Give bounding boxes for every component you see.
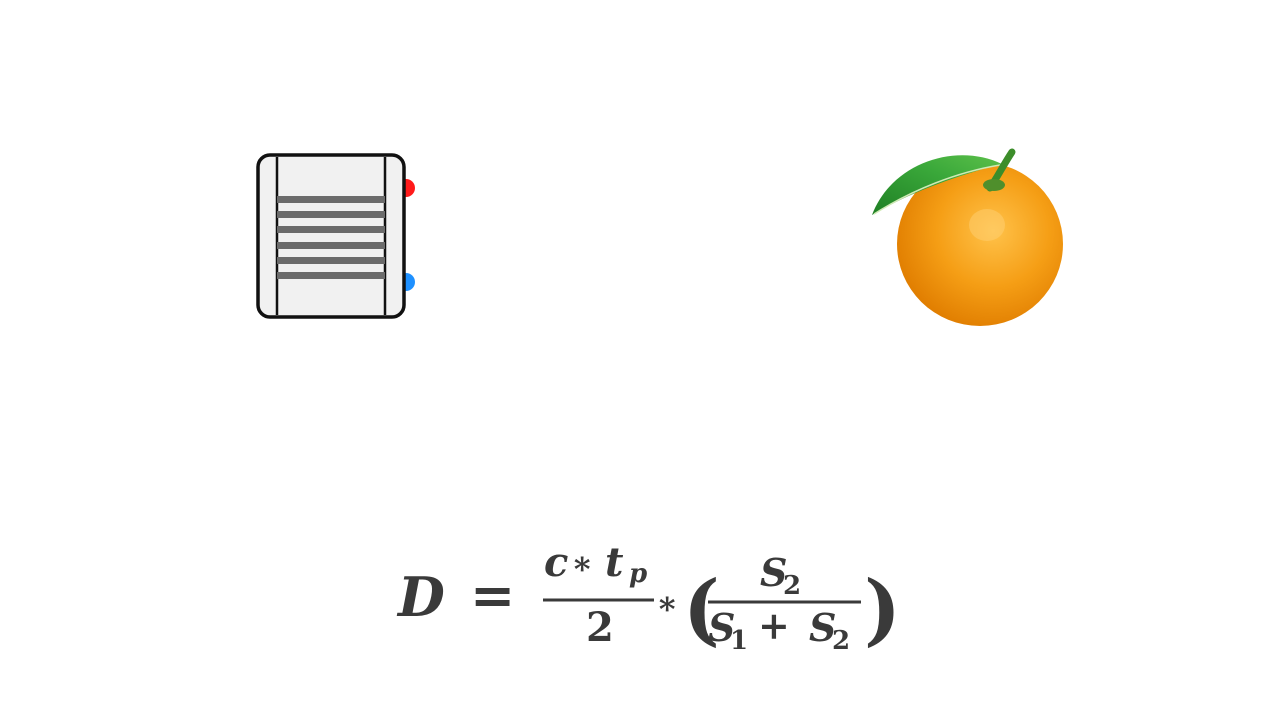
orange-body <box>897 162 1063 326</box>
numerator-t-subscript: p <box>629 559 647 589</box>
inner-numerator-sub: 2 <box>783 571 801 601</box>
sensor-grille <box>277 196 385 279</box>
stem-base <box>983 179 1005 191</box>
formula-lhs: D <box>396 565 445 629</box>
orange-leaf <box>872 155 1002 215</box>
distance-formula: D = c ∗ t p 2 ∗ ( S 2 S 1 + S 2 ) <box>396 539 900 656</box>
leaf-vein <box>873 164 1001 215</box>
orange-highlight <box>969 209 1005 241</box>
numerator-star: ∗ <box>571 544 593 582</box>
formula-equals: = <box>470 563 515 627</box>
inner-den-s2: S <box>809 605 836 650</box>
inner-den-s1: S <box>708 605 735 650</box>
inner-den-plus: + <box>758 603 790 648</box>
open-paren: ( <box>683 564 720 655</box>
sensor-body <box>256 153 406 319</box>
orange-fruit-icon <box>872 148 1063 326</box>
inner-den-s1-sub: 1 <box>730 626 748 656</box>
ultrasonic-sensor-icon <box>256 153 415 319</box>
close-paren: ) <box>864 564 900 655</box>
denominator-two: 2 <box>586 604 614 651</box>
numerator-c: c <box>544 539 568 586</box>
numerator-t: t <box>605 539 624 586</box>
inner-den-s2-sub: 2 <box>832 626 850 656</box>
inner-numerator-s: S <box>760 550 787 595</box>
multiply-star: ∗ <box>656 584 678 622</box>
